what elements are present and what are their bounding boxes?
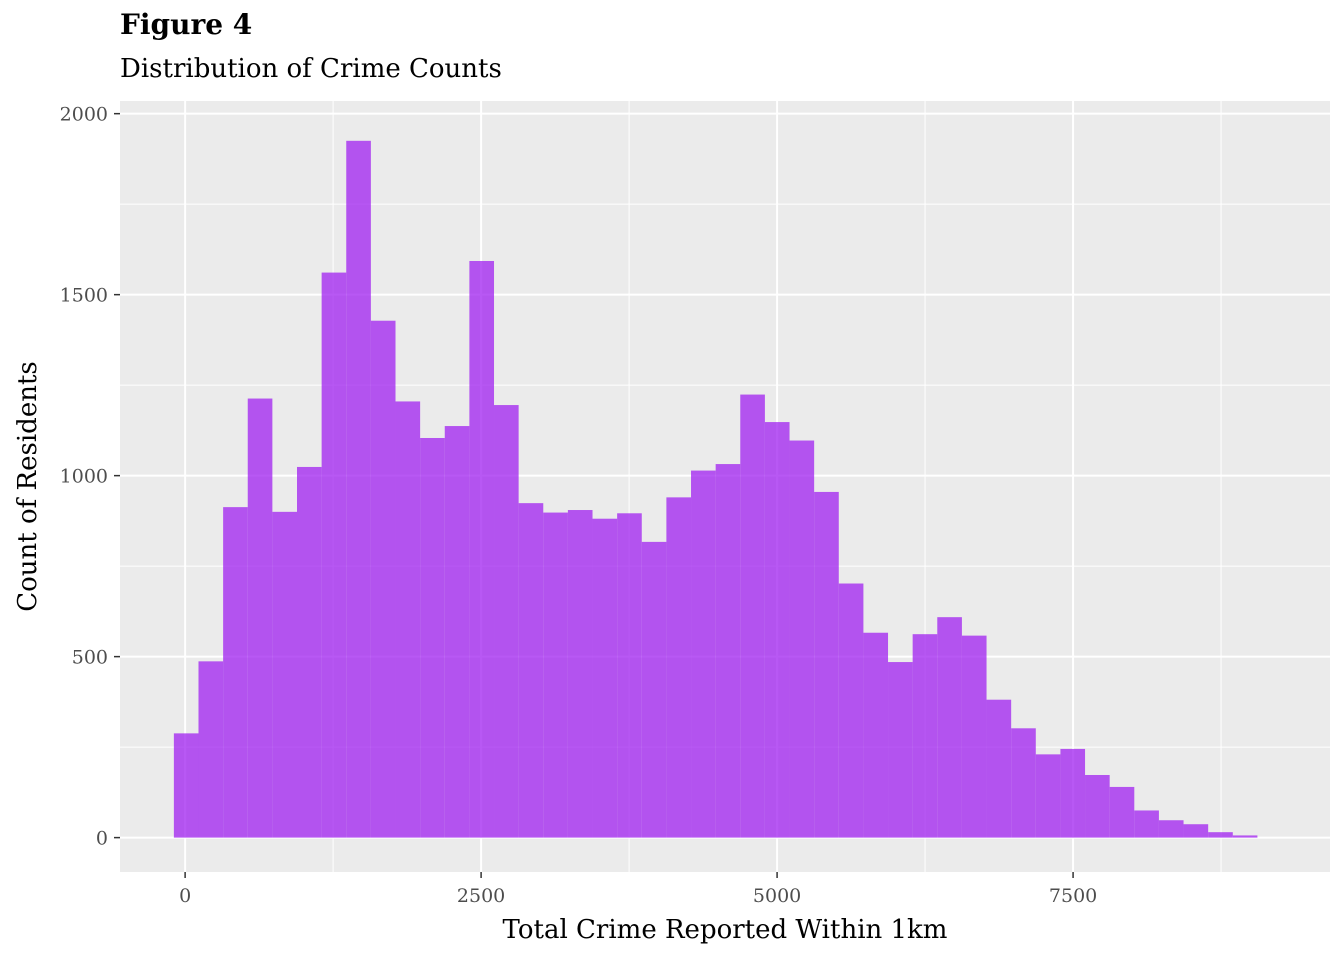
histogram-bar — [863, 632, 889, 838]
histogram-bar — [666, 497, 692, 838]
histogram-bar — [838, 583, 864, 838]
histogram-bar — [789, 440, 815, 838]
x-tick-label: 5000 — [753, 885, 801, 907]
histogram-bar — [444, 426, 470, 838]
histogram-bar — [1109, 786, 1135, 838]
histogram-bar — [740, 394, 765, 838]
y-tick-labels: 0 500 1000 1500 2000 — [60, 104, 108, 850]
histogram-bar — [1232, 835, 1258, 838]
x-tick-label: 0 — [179, 885, 191, 907]
histogram-bar — [247, 398, 273, 838]
histogram-bar — [1060, 748, 1086, 838]
histogram-bar — [518, 503, 544, 838]
histogram-bar — [223, 507, 248, 838]
y-tick-label: 1500 — [60, 285, 108, 307]
histogram-bar — [986, 699, 1012, 838]
histogram-bar — [395, 401, 421, 838]
histogram-bar — [691, 470, 716, 838]
histogram-bar — [1011, 728, 1036, 838]
histogram-bars — [173, 140, 1258, 838]
x-axis-title: Total Crime Reported Within 1km — [503, 915, 948, 945]
histogram-bar — [297, 466, 322, 838]
histogram-bar — [641, 541, 667, 838]
histogram-bar — [1085, 774, 1110, 838]
histogram-bar — [1134, 810, 1159, 838]
y-tick-label: 0 — [96, 828, 108, 850]
histogram-bar — [1208, 832, 1233, 838]
y-tick-label: 500 — [72, 647, 108, 669]
histogram-bar — [592, 518, 618, 838]
histogram-bar — [715, 464, 741, 838]
histogram-bar — [494, 405, 519, 838]
y-tick-label: 2000 — [60, 104, 108, 126]
histogram-bar — [814, 491, 839, 838]
histogram-bar — [888, 662, 913, 838]
figure-label: Figure 4 — [120, 8, 253, 41]
histogram-bar — [543, 512, 568, 838]
histogram-bar — [469, 260, 495, 838]
histogram-bar — [567, 510, 593, 838]
histogram-bar — [346, 140, 371, 838]
histogram-bar — [617, 513, 642, 838]
histogram-bar — [764, 422, 790, 838]
figure-subtitle: Distribution of Crime Counts — [120, 54, 502, 84]
x-tick-label: 7500 — [1049, 885, 1097, 907]
histogram-bar — [321, 272, 347, 838]
histogram-bar — [912, 634, 938, 838]
histogram-bar — [1183, 824, 1209, 838]
y-tick-label: 1000 — [60, 466, 108, 488]
axis-ticks — [114, 112, 1074, 878]
histogram-bar — [198, 661, 224, 838]
histogram-bar — [961, 635, 987, 838]
x-tick-labels: 0 2500 5000 7500 — [179, 885, 1097, 907]
histogram-bar — [173, 733, 199, 838]
y-axis-title: Count of Residents — [13, 361, 43, 611]
histogram-bar — [420, 437, 445, 838]
histogram-bar — [272, 511, 298, 838]
x-tick-label: 2500 — [457, 885, 505, 907]
histogram-bar — [1158, 820, 1184, 838]
histogram-bar — [937, 617, 962, 838]
histogram-bar — [370, 320, 396, 838]
histogram-bar — [1035, 754, 1061, 838]
